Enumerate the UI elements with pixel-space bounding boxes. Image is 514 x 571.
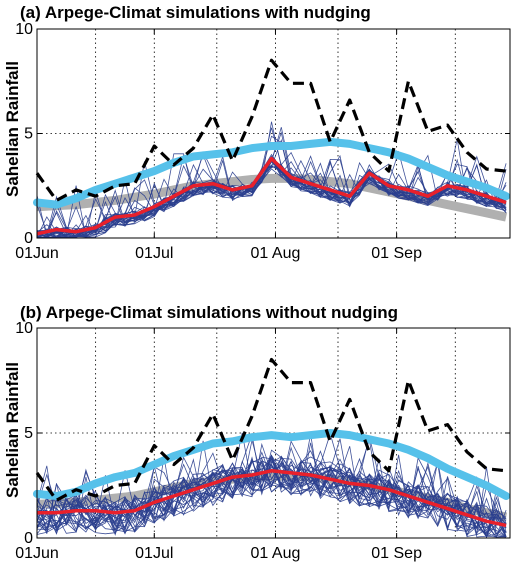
x-tick-label: 01Jun [15,545,59,562]
x-tick-label: 01Jul [135,545,173,562]
series-line [33,137,511,209]
chart-title: (b) Arpege-Climat simulations without nu… [20,303,398,322]
x-tick-label: 01 Sep [371,545,422,562]
series-line [36,451,507,535]
y-tick-label: 0 [24,230,33,247]
series-line [36,153,507,238]
x-tick-label: 01 Aug [251,245,301,262]
series-line [36,156,507,236]
panel-b: (b) Arpege-Climat simulations without nu… [3,303,511,562]
x-tick-label: 01Jun [15,245,59,262]
series-line [33,429,511,500]
panel-a: (a) Arpege-Climat simulations with nudgi… [3,3,511,262]
series-line [35,58,507,202]
series-line [36,121,507,238]
series-line [37,469,507,528]
chart-title: (a) Arpege-Climat simulations with nudgi… [20,3,371,22]
y-tick-label: 0 [24,530,33,547]
y-tick-label: 10 [15,320,33,337]
series-line [36,457,507,534]
y-tick-label: 10 [15,21,33,38]
y-axis-label: Sahelian Rainfall [3,61,22,197]
y-tick-label: 5 [24,425,33,442]
series-line [36,457,507,539]
series-line [36,440,507,538]
y-tick-label: 5 [24,126,33,143]
x-tick-label: 01 Sep [371,245,422,262]
x-tick-label: 01 Aug [251,545,301,562]
series-line [35,357,507,502]
y-axis-label: Sahelian Rainfall [3,362,22,498]
series-line [36,456,507,534]
x-tick-label: 01Jul [135,245,173,262]
series-line [36,173,508,222]
